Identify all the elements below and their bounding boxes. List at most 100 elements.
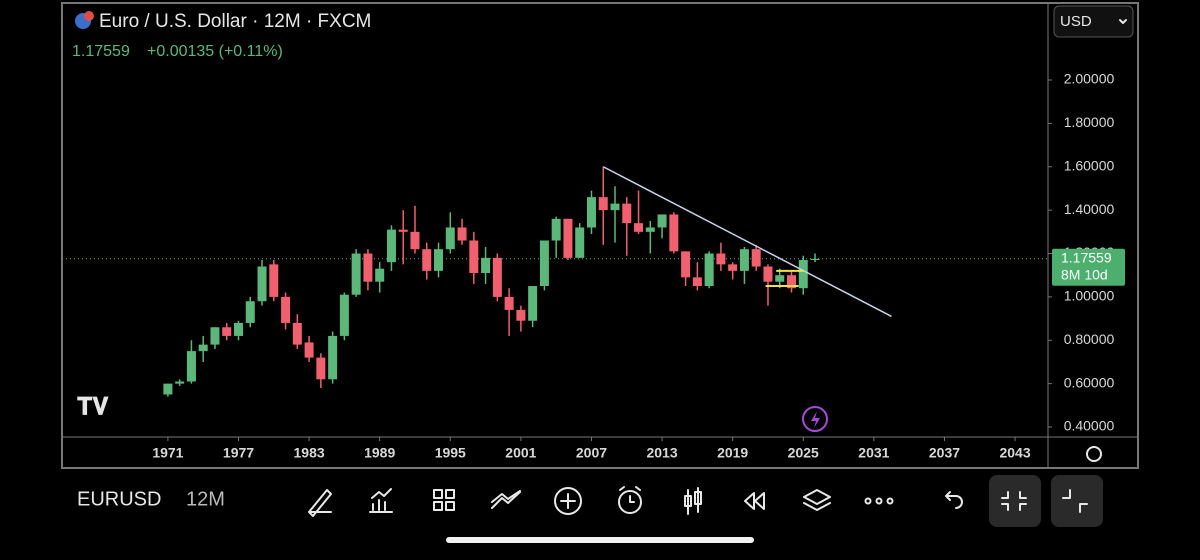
toolbar (308, 475, 1103, 527)
x-tick-label: 2043 (999, 445, 1030, 461)
candle-body (716, 253, 726, 265)
x-tick-label: 2025 (788, 445, 819, 461)
candle-body (210, 327, 220, 345)
toolbar-symbol[interactable]: EURUSD (77, 488, 161, 510)
chart-title: Euro / U.S. Dollar · 12M · FXCM (99, 11, 371, 32)
candle-body (539, 240, 549, 287)
candle-body (175, 381, 185, 384)
x-tick-label: 1971 (152, 445, 183, 461)
candle-body (434, 249, 444, 271)
x-tick-label: 2031 (858, 445, 889, 461)
candle-body (704, 253, 714, 287)
y-tick-label: 1.80000 (1064, 114, 1115, 130)
countdown-label: 8M 10d (1061, 267, 1108, 283)
lightning-button[interactable] (802, 406, 828, 432)
alert-icon (619, 486, 641, 503)
x-tick-label: 2007 (576, 445, 607, 461)
candle-body (186, 351, 196, 382)
add-button[interactable] (554, 487, 582, 515)
candle-body (304, 342, 314, 358)
candle-body (669, 214, 679, 252)
candle-body (222, 327, 232, 336)
more-button[interactable] (864, 497, 872, 505)
layout-tool[interactable] (433, 489, 455, 511)
candle-body (586, 197, 596, 228)
fullscreen-button[interactable] (1051, 475, 1103, 527)
x-tick-label: 1983 (294, 445, 325, 461)
y-tick-label: 0.40000 (1064, 418, 1115, 434)
layers-button[interactable] (803, 489, 831, 511)
candle-body (257, 266, 267, 302)
candle-body (575, 227, 585, 258)
y-tick-label: 1.60000 (1064, 157, 1115, 173)
chart-type[interactable] (684, 487, 702, 515)
candle-body (622, 203, 632, 224)
y-tick-label: 1.00000 (1064, 288, 1115, 304)
more-button[interactable] (875, 497, 883, 505)
last-price: 1.17559 (72, 43, 130, 60)
candle-body (328, 335, 338, 380)
alert-button[interactable] (618, 490, 642, 514)
candle-body (681, 251, 691, 278)
candle-body (551, 218, 561, 241)
candle-body (775, 275, 785, 282)
y-tick-label: 1.40000 (1064, 201, 1115, 217)
candle-body (233, 322, 243, 336)
x-tick-label: 1995 (435, 445, 466, 461)
candle-body (281, 296, 291, 323)
trendline (602, 166, 892, 318)
candle-body (763, 266, 773, 282)
collapse-button[interactable] (989, 475, 1041, 527)
price-tag (1052, 248, 1125, 286)
x-tick-label: 2001 (505, 445, 536, 461)
candle-body (445, 227, 455, 250)
candle-body (481, 257, 491, 274)
candle-body (504, 296, 514, 310)
candle-body (786, 275, 796, 289)
currency-label: USD (1060, 13, 1092, 30)
draw-tool[interactable] (308, 489, 332, 517)
symbol-flag (84, 11, 94, 21)
candle-body (634, 223, 644, 232)
candle-body (598, 197, 608, 211)
candle-body (645, 227, 655, 232)
candle-body (163, 383, 173, 395)
candle-body (339, 294, 349, 336)
x-tick-label: 1977 (223, 445, 254, 461)
indicator-tool[interactable] (369, 488, 393, 513)
x-tick-label: 2013 (646, 445, 677, 461)
candle-body (375, 268, 385, 282)
candle-body (351, 253, 361, 295)
fullscreen-icon (1062, 489, 1088, 513)
y-tick-label: 0.60000 (1064, 374, 1115, 390)
candle-body (657, 214, 667, 228)
replay-button[interactable] (744, 492, 765, 510)
candle-body (492, 257, 502, 297)
more-button[interactable] (886, 497, 894, 505)
home-indicator (446, 537, 754, 543)
candle-body (245, 301, 255, 323)
y-tick-label: 2.00000 (1064, 71, 1115, 87)
candle-body (292, 322, 302, 345)
candle-body (739, 249, 749, 271)
x-tick-label: 1989 (364, 445, 395, 461)
dropdown-caret (1119, 19, 1127, 24)
compare-tool[interactable] (491, 490, 521, 509)
settings-button[interactable] (1086, 446, 1102, 462)
lightning-icon (811, 411, 820, 428)
toolbar-interval[interactable]: 12M (186, 488, 225, 510)
candle-body (516, 309, 526, 321)
x-tick-label: 2037 (929, 445, 960, 461)
candle-body (469, 240, 479, 274)
chart-frame (61, 2, 1139, 469)
currency-select[interactable] (1053, 5, 1134, 38)
undo-button[interactable] (945, 491, 963, 509)
tv-logo: 𝐓𝐕 (77, 393, 109, 420)
candle-body (457, 227, 467, 241)
candle-body (728, 264, 738, 271)
candle-body (386, 229, 396, 263)
x-tick-label: 2019 (717, 445, 748, 461)
candle-body (563, 218, 573, 258)
